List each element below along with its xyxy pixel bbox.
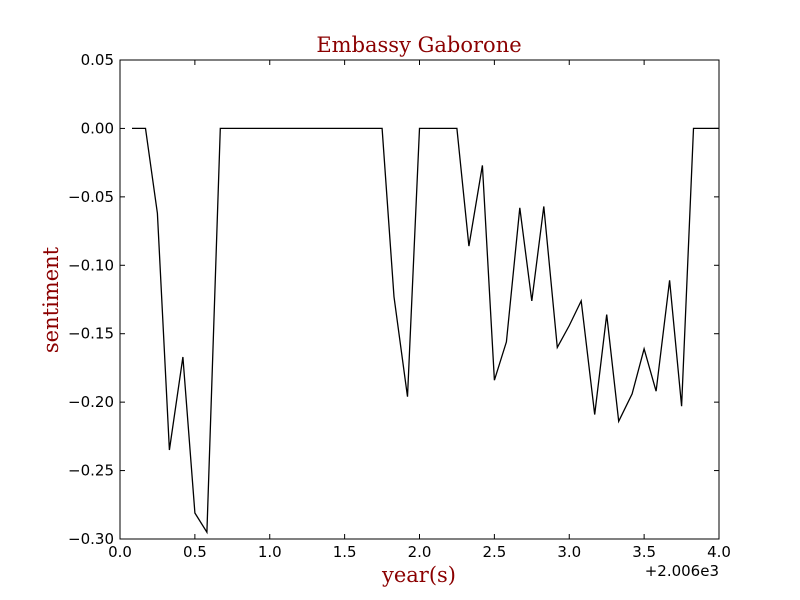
x-offset-label: +2.006e3 xyxy=(645,562,719,580)
x-tick-label: 0.5 xyxy=(183,543,207,561)
x-tick-label: 3.5 xyxy=(632,543,656,561)
y-axis-label: sentiment xyxy=(39,246,63,353)
y-tick-label: −0.10 xyxy=(68,256,114,274)
y-tick-label: −0.20 xyxy=(68,393,114,411)
y-tick-label: −0.05 xyxy=(68,188,114,206)
y-tick-label: 0.05 xyxy=(81,51,114,69)
x-tick-label: 4.0 xyxy=(707,543,731,561)
x-tick-label: 1.5 xyxy=(333,543,357,561)
x-tick-label: 1.0 xyxy=(258,543,282,561)
sentiment-line xyxy=(132,127,719,535)
chart-title: Embassy Gaborone xyxy=(316,33,521,57)
y-tick-label: 0.00 xyxy=(81,119,114,137)
series-layer xyxy=(132,127,719,535)
x-tick-label: 2.0 xyxy=(408,543,432,561)
x-tick-label: 2.5 xyxy=(482,543,506,561)
x-tick-label: 3.0 xyxy=(557,543,581,561)
x-axis: 0.0 0.5 1.0 1.5 2.0 2.5 3.0 3.5 4.0 xyxy=(108,60,731,561)
x-tick-label: 0.0 xyxy=(108,543,132,561)
y-tick-label: −0.15 xyxy=(68,325,114,343)
x-axis-label: year(s) xyxy=(381,563,456,587)
y-tick-label: −0.30 xyxy=(68,530,114,548)
y-axis: 0.05 0.00 −0.05 −0.10 −0.15 −0.20 −0.25 −0.30 xyxy=(68,51,719,548)
y-tick-label: −0.25 xyxy=(68,462,114,480)
